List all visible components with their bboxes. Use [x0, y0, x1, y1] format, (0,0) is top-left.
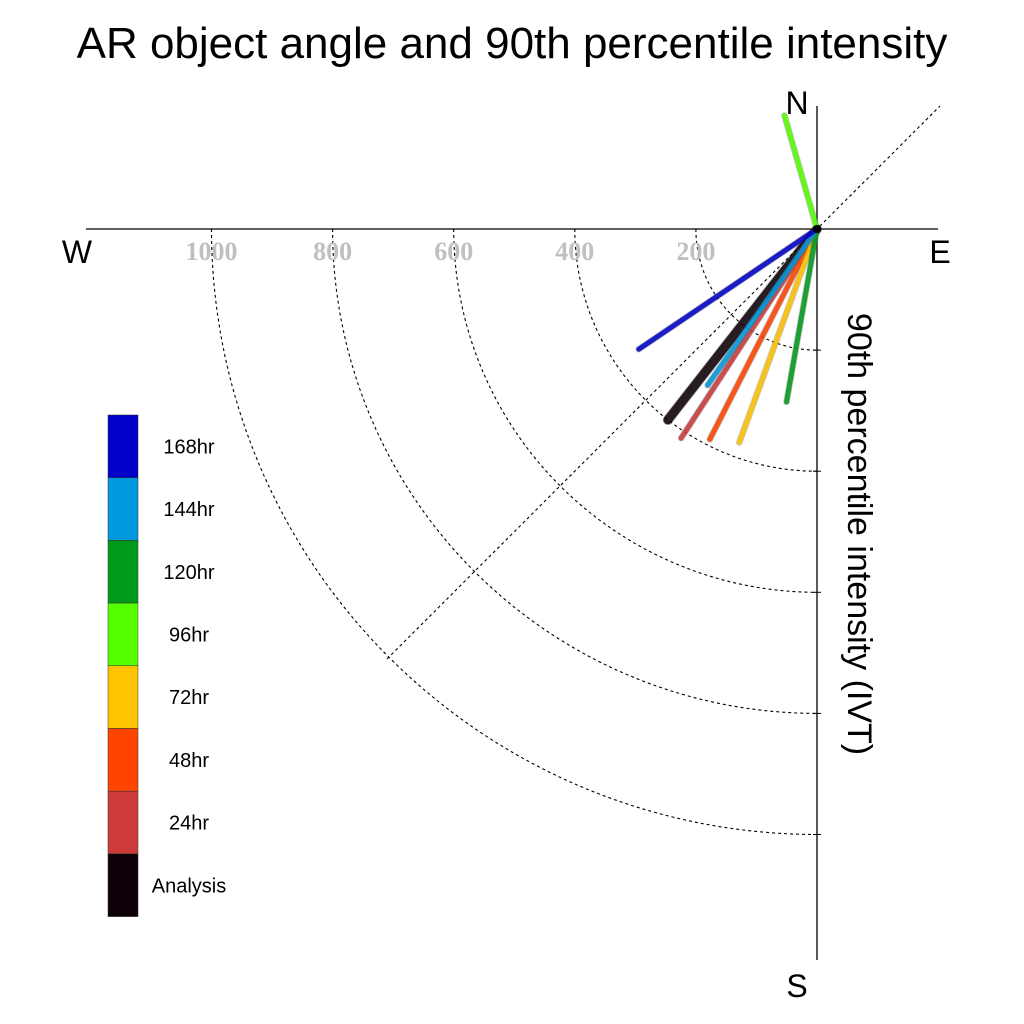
compass-axes: 200 400 600 800 1000 N S E W [62, 85, 951, 1004]
range-ring-800 [332, 228, 818, 714]
radial-tick-label-200: 200 [676, 237, 715, 266]
origin-dot [813, 225, 821, 233]
vector-72hr [736, 226, 820, 445]
radial-tick-label-1000: 1000 [186, 237, 238, 266]
legend-label-analysis: Analysis [152, 875, 226, 897]
chart-title: AR object angle and 90th percentile inte… [77, 19, 948, 68]
legend-swatch-72hr [107, 665, 139, 729]
legend-swatch-24hr [107, 790, 139, 855]
legend-label-24hr: 24hr [169, 813, 209, 835]
range-ring-400 [574, 228, 818, 472]
range-ring-200 [695, 228, 818, 351]
diagonal-reference-line [386, 105, 941, 660]
legend-swatch-144hr [107, 477, 139, 541]
legend-label-72hr: 72hr [169, 687, 209, 709]
legend-label-96hr: 96hr [169, 625, 209, 647]
legend-label-120hr: 120hr [163, 562, 214, 584]
vector-144hr [705, 226, 820, 388]
legend-label-168hr: 168hr [163, 436, 214, 458]
intensity-vectors [635, 112, 823, 446]
legend-swatch-120hr [107, 540, 139, 604]
vector-120hr [784, 226, 820, 405]
legend-swatch-analysis [107, 853, 139, 917]
compass-label-south: S [786, 968, 807, 1004]
legend-label-144hr: 144hr [163, 499, 214, 521]
compass-label-north: N [785, 85, 808, 121]
legend-swatch-168hr [107, 414, 139, 478]
vector-96hr [782, 113, 820, 232]
y-axis-label: 90th percentile intensity (IVT) [840, 313, 878, 755]
radial-tick-label-400: 400 [555, 237, 594, 266]
range-ring-1000 [210, 228, 818, 836]
legend-label-48hr: 48hr [169, 750, 209, 772]
compass-label-west: W [62, 234, 93, 270]
legend-swatch-48hr [107, 728, 139, 792]
vector-48hr [707, 226, 820, 442]
radial-tick-label-800: 800 [313, 237, 352, 266]
radial-tick-label-600: 600 [434, 237, 473, 266]
compass-label-east: E [929, 234, 950, 270]
vector-168hr [636, 226, 820, 352]
polar-grid [210, 105, 941, 836]
colorbar-legend: 168hr 144hr 120hr 96hr 72hr 48hr 24hr Analysis [107, 414, 226, 917]
range-ring-600 [453, 228, 818, 593]
legend-swatch-96hr [107, 602, 139, 667]
